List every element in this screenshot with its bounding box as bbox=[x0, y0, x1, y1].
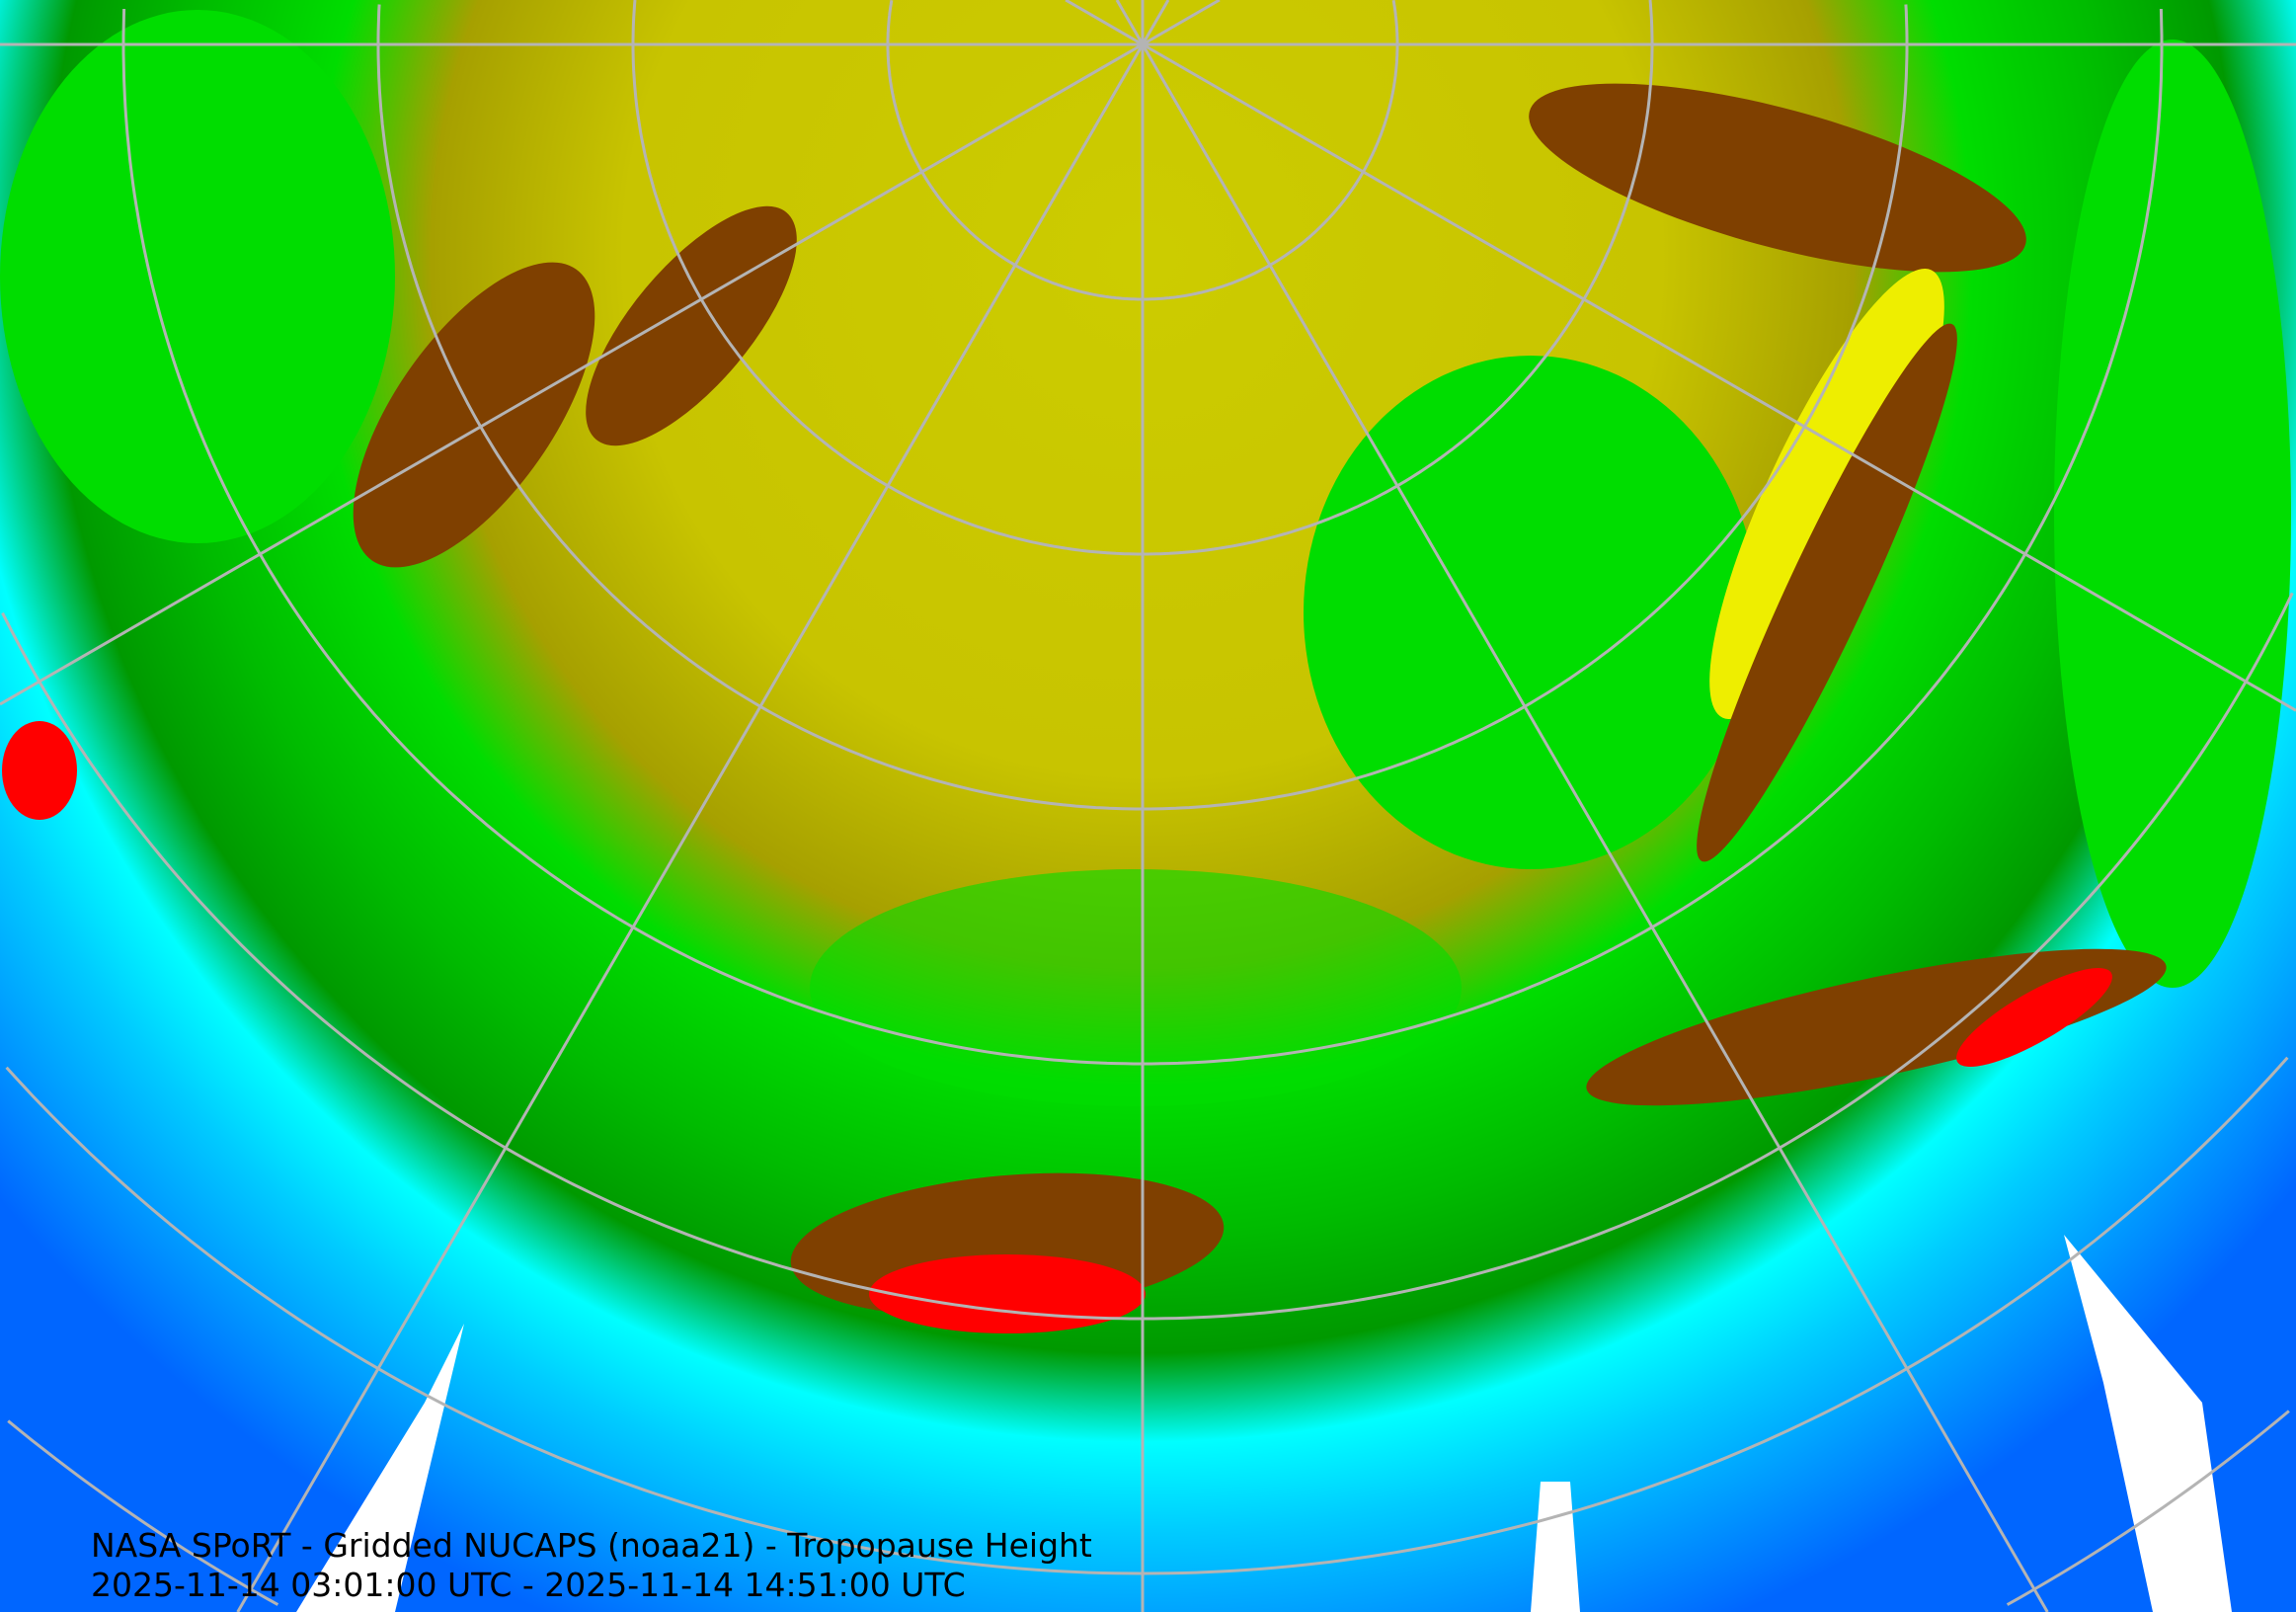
meridian-line bbox=[1142, 0, 1221, 46]
meridian-line bbox=[1142, 42, 2296, 712]
meridian-line bbox=[1065, 0, 1144, 46]
field-features bbox=[0, 10, 2291, 1612]
latitude-circle bbox=[1143, 4, 1909, 811]
latitude-circle bbox=[1143, 8, 2164, 1066]
latitude-circle bbox=[5, 1066, 1144, 1575]
latitude-circle bbox=[1143, 0, 1399, 301]
latitude-circle bbox=[631, 0, 1143, 556]
red-core bbox=[869, 1254, 1146, 1333]
green-region bbox=[810, 869, 1462, 1106]
meridian-line bbox=[236, 43, 1145, 1612]
meridian-line bbox=[1115, 0, 1145, 45]
latitude-circle bbox=[1143, 592, 2294, 1321]
green-region bbox=[1304, 356, 1758, 869]
latitude-circle bbox=[121, 8, 1143, 1066]
latitude-circle bbox=[376, 4, 1143, 811]
red-core bbox=[1956, 968, 2112, 1067]
green-region bbox=[2054, 40, 2291, 988]
brown-band bbox=[1529, 83, 2026, 273]
latitude-circle bbox=[886, 0, 1143, 301]
latitude-circle bbox=[2006, 1410, 2290, 1606]
latitude-circle bbox=[1142, 1056, 2289, 1575]
latitude-circle bbox=[7, 1419, 279, 1606]
latitude-circle bbox=[1, 611, 1143, 1321]
brown-band bbox=[586, 205, 797, 446]
yellow-band bbox=[1709, 269, 1944, 719]
map-title: NASA SPoRT - Gridded NUCAPS (noaa21) - T… bbox=[91, 1526, 1092, 1565]
brown-band bbox=[1697, 323, 1957, 862]
meridian-line bbox=[1141, 43, 2049, 1612]
no-data-swath bbox=[2064, 1235, 2232, 1612]
meridian-line bbox=[0, 42, 1144, 706]
time-range: 2025-11-14 03:01:00 UTC - 2025-11-14 14:… bbox=[91, 1566, 966, 1604]
red-core bbox=[2, 721, 77, 820]
no-data-swath bbox=[296, 1324, 464, 1612]
meridian-line bbox=[1141, 0, 1170, 45]
green-region bbox=[0, 10, 395, 543]
latitude-circle bbox=[1143, 0, 1654, 556]
